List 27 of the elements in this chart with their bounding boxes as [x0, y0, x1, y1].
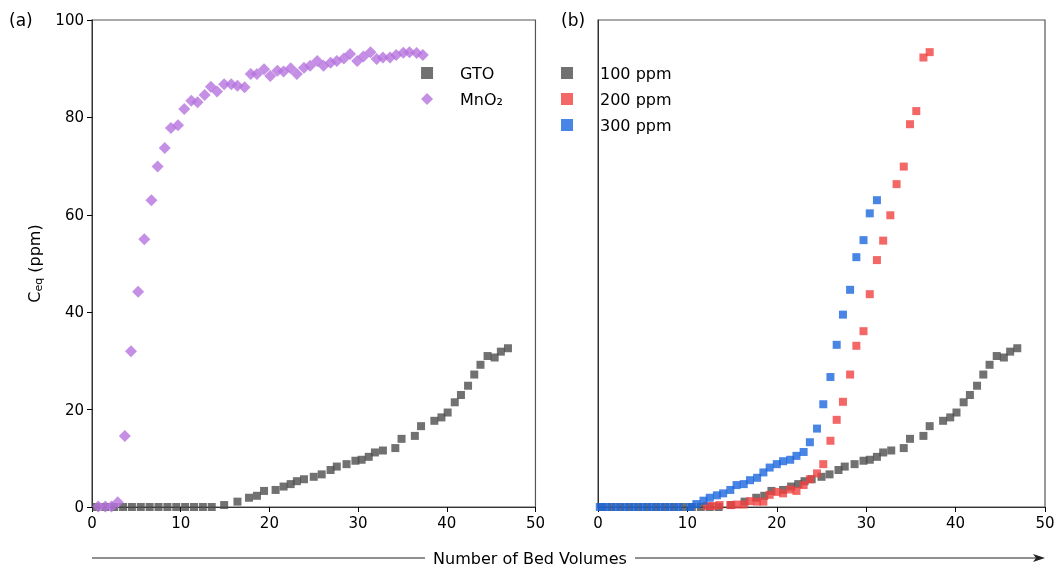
y-tick-label: 100 [55, 11, 84, 29]
x-tick-label: 30 [856, 513, 876, 532]
x-tick-label: 50 [525, 513, 545, 532]
y-tick-label: 80 [64, 108, 84, 127]
legend-label: 200 ppm [600, 89, 672, 109]
x-axis-title: Number of Bed Volumes [425, 549, 635, 568]
y-tick-label: 20 [64, 400, 84, 419]
legend-label: GTO [460, 63, 495, 83]
x-tick-label: 10 [171, 513, 191, 532]
x-tick-label: 0 [87, 513, 97, 532]
y-axis-title: Ceq (ppm) [25, 224, 45, 303]
x-tick-label: 20 [259, 513, 279, 532]
x-tick-label: 40 [946, 513, 966, 532]
x-tick-label: 40 [437, 513, 457, 532]
y-tick-label: 0 [74, 498, 84, 516]
x-tick-label: 10 [677, 513, 697, 532]
chart-title: (a) [9, 9, 33, 30]
legend-label: 100 ppm [600, 63, 672, 83]
legend-label: MnO₂ [460, 89, 503, 109]
legend-label: 300 ppm [600, 115, 672, 135]
x-tick-label: 50 [1035, 513, 1055, 532]
x-tick-label: 20 [767, 513, 787, 532]
y-tick-label: 60 [64, 205, 84, 224]
y-tick-label: 40 [64, 303, 84, 322]
chart-title: (b) [561, 9, 586, 30]
x-tick-label: 30 [348, 513, 368, 532]
x-tick-label: 0 [593, 513, 603, 532]
